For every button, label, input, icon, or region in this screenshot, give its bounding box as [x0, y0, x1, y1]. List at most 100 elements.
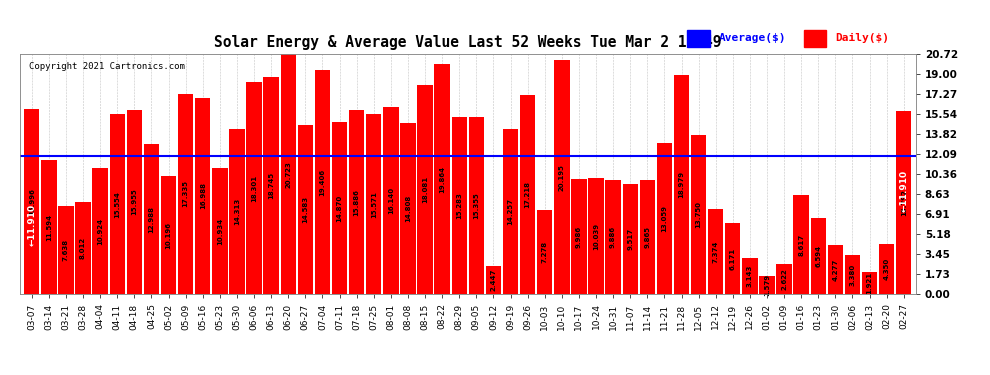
Bar	[725, 223, 741, 294]
Bar	[794, 195, 809, 294]
Text: 14.583: 14.583	[302, 196, 308, 223]
Text: 18.081: 18.081	[422, 176, 428, 203]
Text: 9.886: 9.886	[610, 226, 616, 248]
Bar	[58, 206, 73, 294]
Bar	[879, 244, 894, 294]
Bar	[435, 64, 449, 294]
Text: 14.808: 14.808	[405, 195, 411, 222]
Bar	[366, 114, 381, 294]
Text: 4.277: 4.277	[833, 258, 839, 281]
Bar	[571, 179, 587, 294]
Text: 19.406: 19.406	[320, 168, 326, 195]
Text: 10.196: 10.196	[165, 222, 171, 249]
Text: ←11.910: ←11.910	[899, 170, 908, 212]
Text: 16.140: 16.140	[388, 188, 394, 214]
Bar	[110, 114, 125, 294]
Bar	[776, 264, 792, 294]
Text: 3.380: 3.380	[849, 264, 855, 286]
Bar	[486, 266, 501, 294]
Text: 20.723: 20.723	[285, 161, 291, 188]
Bar	[144, 144, 159, 294]
Text: 19.864: 19.864	[440, 166, 446, 193]
Bar	[418, 85, 433, 294]
Bar	[759, 276, 775, 294]
Text: 2.622: 2.622	[781, 268, 787, 290]
Text: Daily($): Daily($)	[836, 33, 889, 43]
Bar	[896, 111, 912, 294]
Bar	[348, 110, 364, 294]
Bar	[315, 70, 330, 294]
Text: 18.979: 18.979	[678, 171, 684, 198]
Bar	[451, 117, 467, 294]
Bar	[862, 272, 877, 294]
Text: 12.988: 12.988	[148, 206, 154, 232]
Text: 4.350: 4.350	[884, 258, 890, 280]
Bar	[828, 245, 843, 294]
Text: 10.934: 10.934	[217, 217, 223, 244]
Bar	[92, 168, 108, 294]
Bar	[656, 143, 672, 294]
Bar	[280, 54, 296, 294]
Text: 17.218: 17.218	[525, 181, 531, 208]
Bar	[623, 184, 638, 294]
Text: 15.554: 15.554	[114, 191, 120, 218]
Bar	[537, 210, 552, 294]
Text: 17.335: 17.335	[182, 180, 189, 207]
Text: 18.301: 18.301	[251, 175, 257, 202]
Text: 1.921: 1.921	[866, 272, 872, 294]
Text: Copyright 2021 Cartronics.com: Copyright 2021 Cartronics.com	[29, 62, 184, 70]
Bar	[127, 110, 142, 294]
Bar	[263, 77, 279, 294]
Text: 14.313: 14.313	[234, 198, 240, 225]
Text: 10.039: 10.039	[593, 223, 599, 250]
Bar	[844, 255, 860, 294]
Bar	[742, 258, 757, 294]
Text: 15.792: 15.792	[901, 189, 907, 216]
Bar	[691, 135, 706, 294]
Text: 20.195: 20.195	[558, 164, 565, 191]
Text: 7.278: 7.278	[542, 241, 547, 263]
Text: 2.447: 2.447	[490, 269, 496, 291]
Bar	[640, 180, 655, 294]
Bar	[178, 94, 193, 294]
Bar	[400, 123, 416, 294]
Text: 16.988: 16.988	[200, 183, 206, 210]
Text: 13.750: 13.750	[696, 201, 702, 228]
Title: Solar Energy & Average Value Last 52 Weeks Tue Mar 2 17:49: Solar Energy & Average Value Last 52 Wee…	[214, 35, 722, 50]
Bar	[42, 160, 56, 294]
Bar	[195, 98, 211, 294]
Bar	[468, 117, 484, 294]
Text: ←11.910: ←11.910	[28, 204, 37, 246]
Bar	[554, 60, 569, 294]
Bar	[212, 168, 228, 294]
Text: 14.870: 14.870	[337, 195, 343, 222]
Text: 9.517: 9.517	[628, 228, 634, 251]
Bar	[687, 30, 710, 47]
Bar	[332, 122, 347, 294]
Bar	[811, 218, 826, 294]
Text: 3.143: 3.143	[746, 265, 753, 287]
Text: 15.996: 15.996	[29, 188, 35, 215]
Bar	[520, 95, 536, 294]
Text: 15.955: 15.955	[132, 189, 138, 215]
Text: 1.579: 1.579	[764, 274, 770, 296]
Bar	[503, 129, 518, 294]
Text: 8.617: 8.617	[798, 233, 804, 255]
Text: 14.257: 14.257	[508, 198, 514, 225]
Text: 13.059: 13.059	[661, 205, 667, 232]
Bar	[24, 109, 40, 294]
Text: 7.638: 7.638	[63, 239, 69, 261]
Text: 10.924: 10.924	[97, 217, 103, 244]
Text: 6.594: 6.594	[816, 245, 822, 267]
Text: 15.886: 15.886	[353, 189, 359, 216]
Bar	[606, 180, 621, 294]
Text: 6.171: 6.171	[730, 248, 736, 270]
Text: Average($): Average($)	[719, 33, 786, 43]
Text: 15.571: 15.571	[370, 191, 377, 217]
Bar	[160, 176, 176, 294]
Bar	[383, 107, 399, 294]
Text: 11.594: 11.594	[46, 214, 51, 241]
Text: 15.355: 15.355	[473, 192, 479, 219]
Text: 9.865: 9.865	[644, 226, 650, 248]
Bar	[230, 129, 245, 294]
